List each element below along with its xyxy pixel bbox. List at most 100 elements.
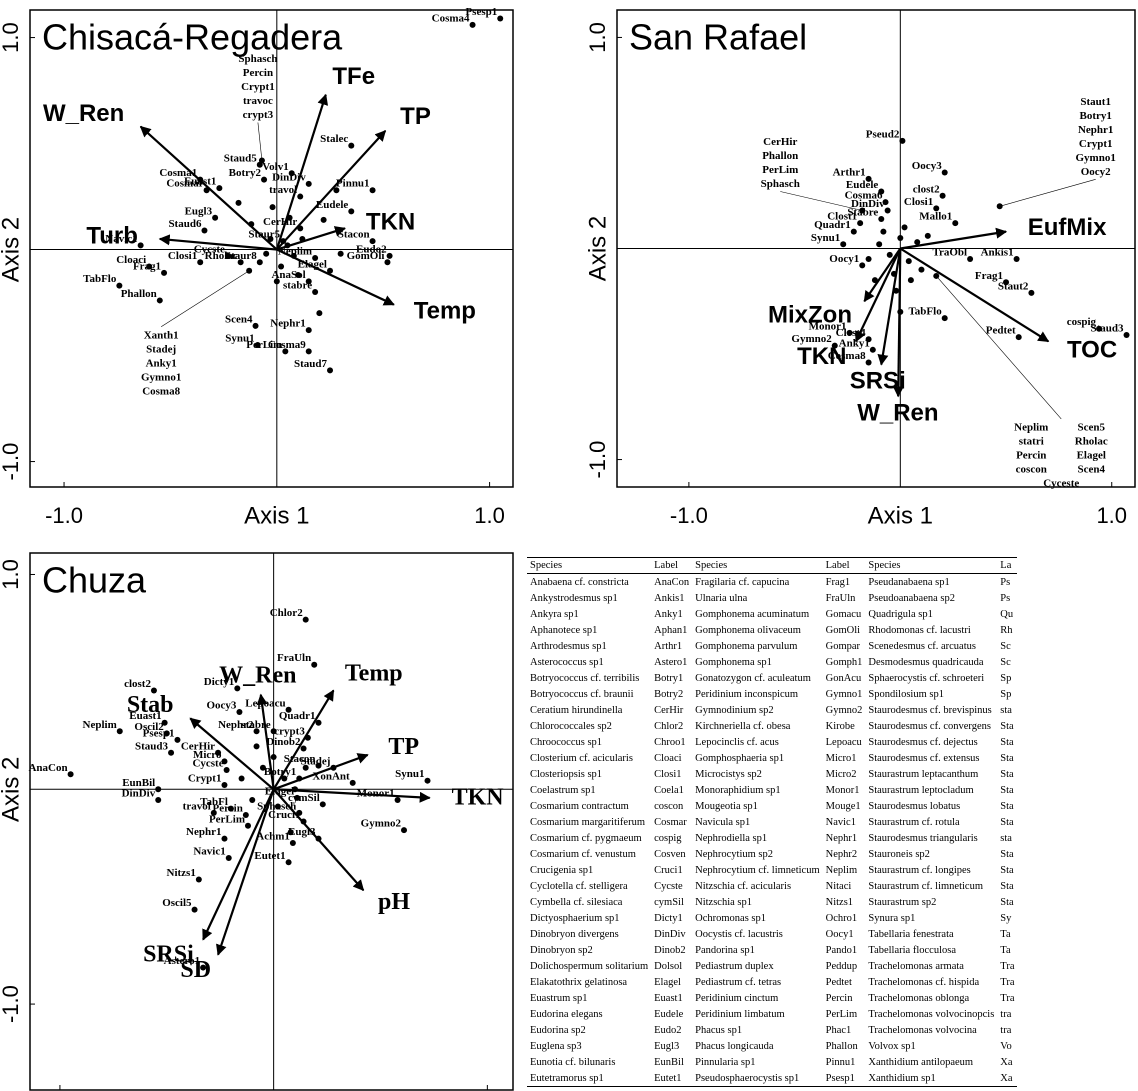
species-label: Staur8	[225, 250, 257, 262]
species-label: TabFl	[200, 796, 228, 808]
cell: CerHir	[654, 704, 684, 716]
species-label: XonAnt	[312, 770, 350, 782]
cell: Xa	[997, 1070, 1018, 1087]
cell: Ps	[1000, 592, 1011, 604]
cell: Eutet1	[651, 1070, 693, 1087]
cell: Ochro1	[825, 912, 858, 924]
species-label: Anky1	[146, 357, 177, 369]
cell: Euglena sp3	[530, 1040, 582, 1052]
species-point	[200, 964, 207, 971]
cell: Pediastrum duplex	[695, 960, 774, 972]
cell: Ta	[1000, 944, 1011, 956]
row: Ankyra sp1 Anky1 Gomphonema acuminatum Goma…	[527, 606, 1017, 622]
species-point	[327, 367, 334, 374]
species-label: TabFlo	[908, 306, 942, 318]
cell: Crucigenia sp1	[530, 864, 594, 876]
row: Chlorococcales sp2 Chlor2 Kirchneriella cf…	[527, 718, 1017, 734]
species-point	[163, 730, 170, 737]
cell: Euastrum sp1	[530, 992, 588, 1004]
species-label: Scen5	[1078, 421, 1106, 433]
species-point	[296, 809, 303, 816]
species-point	[882, 199, 889, 206]
vector-arrow	[276, 248, 395, 306]
vector-label: pH	[378, 889, 410, 915]
cell: Cloaci	[654, 752, 682, 764]
row: Elakatothrix gelatinosa Elagel Pediastrum …	[527, 974, 1017, 990]
cell: Microcistys sp2	[695, 768, 762, 780]
vector-arrow	[256, 693, 275, 790]
vector-label: SRSi	[143, 941, 194, 967]
species-label: cospig	[1067, 316, 1097, 328]
species-point	[967, 256, 974, 263]
cell: Sta	[1000, 784, 1014, 796]
cell: Vo	[1000, 1040, 1012, 1052]
cell: Nephrocytium sp2	[695, 848, 773, 860]
cell: Staurastrum cf. longipes	[868, 864, 971, 876]
species-label: Psesp1	[143, 727, 175, 739]
species-point	[311, 661, 318, 668]
cell: Sta	[1000, 736, 1014, 748]
species-point	[369, 238, 376, 245]
cell: Pedtet	[825, 976, 852, 988]
species-label: Cosma8	[142, 385, 180, 397]
row: Dinobryon divergens DinDiv Oocystis cf. la…	[527, 926, 1017, 942]
cell: Staurodesmus cf. dejectus	[868, 736, 978, 748]
cell: Sphaerocystis cf. schroeteri	[868, 672, 985, 684]
species-point	[225, 855, 232, 862]
species-point	[880, 228, 887, 235]
cell: Oocy1	[825, 928, 854, 940]
vector-label: Temp	[345, 661, 403, 687]
x-tick-label: -1.0	[45, 503, 83, 528]
cell: Pseudosphaerocystis sp1	[692, 1070, 823, 1087]
species-point	[337, 250, 344, 257]
species-label: Ankis1	[981, 247, 1014, 259]
row: Eunotia cf. bilunaris EunBil Pinnularia sp…	[527, 1054, 1017, 1070]
cell: Cymbella cf. silesiaca	[530, 896, 623, 908]
plot-frame	[29, 9, 514, 488]
cell: Peridinium cinctum	[695, 992, 779, 1004]
cell: Ta	[1000, 928, 1011, 940]
cell: Gomphonema parvulum	[695, 640, 798, 652]
cell: Chlorococcales sp2	[530, 720, 612, 732]
chart-title: San Rafael	[629, 17, 807, 58]
species-label: Dinob2	[266, 736, 301, 748]
cell: tra	[1000, 1008, 1012, 1020]
species-point	[274, 803, 281, 810]
vector-label: SRSi	[850, 368, 906, 395]
header-cell: Label	[822, 557, 866, 574]
cell: Mougeotia sp1	[695, 800, 758, 812]
cell: Nephrocytium cf. limneticum	[695, 864, 820, 876]
cell: Staurastrum leptocladum	[868, 784, 974, 796]
cell: Gonatozygon cf. aculeatum	[695, 672, 811, 684]
cell: Trachelomonas cf. hispida	[868, 976, 980, 988]
vector-arrow	[273, 788, 431, 803]
species-point	[174, 736, 181, 743]
cell: Tabellaria fenestrata	[868, 928, 954, 940]
row: Aphanotece sp1 Aphan1 Gomphonema olivaceum…	[527, 622, 1017, 638]
cell: Nephr2	[825, 848, 858, 860]
cell: Gomphosphaeria sp1	[695, 752, 785, 764]
species-point	[897, 234, 904, 241]
row: Euastrum sp1 Euast1 Peridinium cinctum Perc…	[527, 990, 1017, 1006]
species-label: Scen4	[1078, 463, 1106, 475]
cell: Sta	[1000, 720, 1014, 732]
cell: Sc	[1000, 640, 1011, 652]
cell: Sta	[1000, 768, 1014, 780]
cell: Closteriopsis sp1	[530, 768, 603, 780]
row: Crucigenia sp1 Cruci1 Nephrocytium cf. lim…	[527, 862, 1017, 878]
species-point	[294, 794, 301, 801]
vector-arrow	[892, 248, 904, 398]
cell: Sc	[1000, 656, 1011, 668]
cell: Xa	[1000, 1056, 1013, 1068]
vector-arrow	[863, 247, 902, 303]
x-tick-label: 1.0	[474, 503, 505, 528]
cell: Ceratium hirundinella	[530, 704, 623, 716]
species-point	[315, 719, 322, 726]
species-point	[469, 21, 476, 28]
species-point	[270, 754, 277, 761]
species-point	[348, 142, 355, 149]
cell: Dicty1	[654, 912, 683, 924]
species-point	[899, 137, 906, 144]
